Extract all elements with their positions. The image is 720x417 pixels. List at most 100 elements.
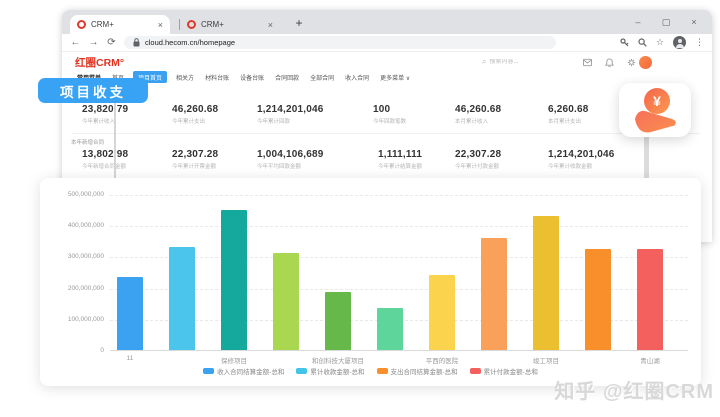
stat-label: 今年累计收款金额 xyxy=(548,164,593,170)
browser-tab-bar: CRM+ × CRM+ × + – ▢ × xyxy=(62,10,712,34)
tab-close-icon[interactable]: × xyxy=(267,19,273,30)
legend-item[interactable]: 收入合同结算金额-总和 xyxy=(203,366,284,376)
bar-11[interactable] xyxy=(637,249,663,350)
chart-legend: 收入合同结算金额-总和 累计收款金额-总和 支出合同结算金额-总和 累计付款金额… xyxy=(40,366,701,376)
bar-8[interactable] xyxy=(481,238,507,350)
money-icon-card: ¥ xyxy=(619,83,691,137)
section-divider xyxy=(72,133,700,134)
bar-10[interactable] xyxy=(585,249,611,350)
x-axis-label: 竣工项目 xyxy=(533,358,559,365)
stat-card: 22,307.28 今年累计付款金额 xyxy=(455,149,501,170)
bar-7[interactable] xyxy=(429,275,455,350)
legend-item[interactable]: 支出合同结算金额-总和 xyxy=(376,366,458,376)
stat-value: 13,802.98 xyxy=(82,149,129,160)
stat-label: 今年平均回款金额 xyxy=(257,164,302,170)
nav-item-3[interactable]: 相关方 xyxy=(176,75,195,82)
hand-holding-yuan-icon: ¥ xyxy=(635,88,676,133)
bar-5[interactable] xyxy=(325,292,351,350)
tab-close-icon[interactable]: × xyxy=(157,19,163,30)
tab-separator xyxy=(179,19,180,30)
legend-swatch xyxy=(296,368,308,374)
crm-nav-bar: 常用菜单 首页 项目首页 相关方 材料台账 设备台账 合同回款 全部合同 收入合… xyxy=(75,71,704,83)
nav-item-more[interactable]: 更多菜单 ∨ xyxy=(380,75,411,82)
maximize-button[interactable]: ▢ xyxy=(661,16,671,27)
legend-item[interactable]: 累计收款金额-总和 xyxy=(296,366,365,376)
search-icon: ⌕ xyxy=(482,57,487,66)
stat-card: 6,260.68 本月累计支出 xyxy=(548,104,589,125)
browser-tab-2[interactable]: CRM+ × xyxy=(180,15,280,34)
crm-favicon-icon xyxy=(77,20,86,29)
bar-6[interactable] xyxy=(377,308,403,350)
gridline xyxy=(110,195,688,196)
nav-item-8[interactable]: 收入合同 xyxy=(345,75,370,82)
stat-label: 今年累计回款 xyxy=(257,119,291,125)
stat-card: 1,214,201,046 今年累计收款金额 xyxy=(548,149,615,170)
reload-icon[interactable]: ⟳ xyxy=(107,36,116,48)
x-axis-label: 11 xyxy=(126,355,134,362)
stat-value: 23,820.79 xyxy=(82,104,129,115)
stat-label: 今年累计结算金额 xyxy=(378,164,423,170)
back-icon[interactable]: ← xyxy=(70,36,81,48)
stat-card: 1,214,201,046 今年累计回款 xyxy=(257,104,324,125)
stat-value: 46,260.68 xyxy=(172,104,219,115)
stat-value: 46,260.68 xyxy=(455,104,502,115)
project-income-badge: 项目收支 xyxy=(38,78,148,103)
stat-value: 1,214,201,046 xyxy=(257,104,324,115)
stat-label: 今年累计支出 xyxy=(172,119,206,125)
key-icon[interactable] xyxy=(620,38,629,47)
crm-logo: 红圈CRM° xyxy=(75,57,125,69)
stat-card: 1,004,106,689 今年平均回款金额 xyxy=(257,149,324,170)
bookmark-star-icon[interactable]: ☆ xyxy=(655,37,664,47)
bar-4[interactable] xyxy=(273,253,299,350)
user-avatar[interactable] xyxy=(639,56,652,69)
search-input[interactable] xyxy=(489,59,575,65)
forward-icon[interactable]: → xyxy=(88,36,99,48)
legend-swatch xyxy=(203,368,215,374)
stat-card: 23,820.79 今年累计收入 xyxy=(82,104,128,125)
stat-label: 今年累计收入 xyxy=(82,119,116,125)
stat-value: 1,214,201,046 xyxy=(548,149,615,160)
nav-item-5[interactable]: 设备台账 xyxy=(240,75,265,82)
x-axis-label: 青山湖 xyxy=(640,358,660,365)
stat-label: 本月累计收入 xyxy=(455,119,489,125)
url-field[interactable]: cloud.hecom.cn/homepage xyxy=(124,36,556,49)
bell-icon[interactable] xyxy=(605,58,614,67)
nav-item-4[interactable]: 材料台账 xyxy=(205,75,230,82)
bar-9[interactable] xyxy=(533,216,559,350)
bar-1[interactable] xyxy=(117,277,143,350)
legend-item[interactable]: 累计付款金额-总和 xyxy=(469,366,538,376)
minimize-button[interactable]: – xyxy=(635,17,641,27)
legend-label: 累计付款金额-总和 xyxy=(483,369,538,376)
stat-label: 今年累计开票金额 xyxy=(172,164,217,170)
stat-card: 13,802.98 今年新增合同金额 xyxy=(82,149,128,170)
y-axis-tick: 100,000,000 xyxy=(67,316,104,323)
stat-value: 1,111,111 xyxy=(378,149,423,160)
y-axis-tick: 500,000,000 xyxy=(67,191,104,198)
zhihu-watermark: 知乎 @红圈CRM xyxy=(554,381,714,403)
settings-gear-icon[interactable] xyxy=(627,58,636,67)
message-icon[interactable] xyxy=(583,58,592,67)
close-button[interactable]: × xyxy=(691,17,697,27)
zoom-icon[interactable] xyxy=(638,38,647,47)
browser-menu-icon[interactable]: ⋮ xyxy=(695,37,704,47)
address-bar: ← → ⟳ cloud.hecom.cn/homepage ☆ ⋮ xyxy=(62,34,712,52)
browser-tab-1[interactable]: CRM+ × xyxy=(70,15,170,34)
bar-3[interactable] xyxy=(221,210,247,350)
window-controls: – ▢ × xyxy=(624,10,708,34)
legend-label: 累计收款金额-总和 xyxy=(310,369,365,376)
stat-label: 今年新增合同金额 xyxy=(82,164,127,170)
nav-item-7[interactable]: 全部合同 xyxy=(310,75,335,82)
profile-avatar-icon[interactable] xyxy=(673,36,686,49)
y-axis-tick: 200,000,000 xyxy=(67,285,104,292)
tab-title: CRM+ xyxy=(201,20,224,29)
stat-label: 本月累计支出 xyxy=(548,119,582,125)
x-axis-label: 保修项目 xyxy=(221,358,247,365)
bar-2[interactable] xyxy=(169,247,195,350)
crm-search-box[interactable]: ⌕ xyxy=(482,57,587,67)
lock-icon xyxy=(133,38,140,47)
stat-value: 1,004,106,689 xyxy=(257,149,324,160)
project-income-chart-card: 500,000,000 400,000,000 300,000,000 200,… xyxy=(40,178,701,386)
new-tab-button[interactable]: + xyxy=(295,16,303,30)
url-text: cloud.hecom.cn/homepage xyxy=(145,38,236,47)
nav-item-6[interactable]: 合同回款 xyxy=(275,75,300,82)
